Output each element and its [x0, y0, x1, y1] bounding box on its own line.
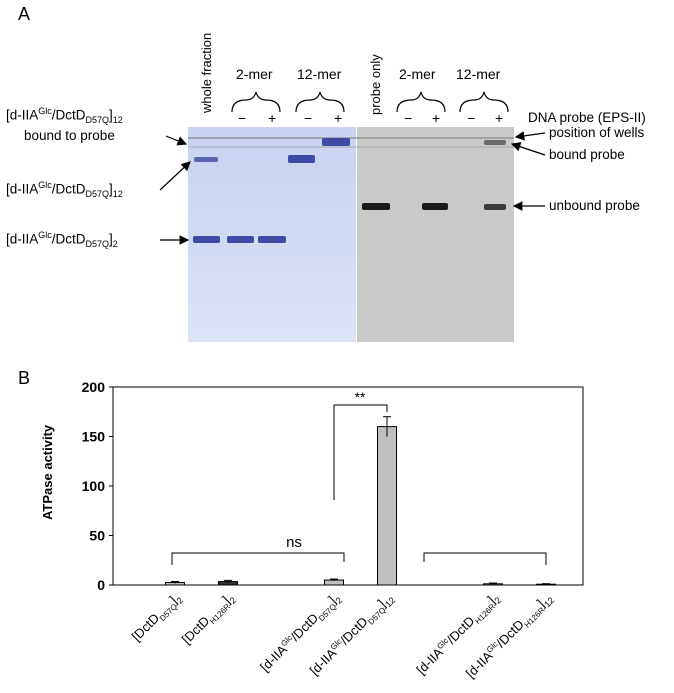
arrow-12mer — [159, 161, 191, 191]
bars — [165, 416, 556, 586]
label-bound12: [d-IIAGlc/DctDD57Q]12 — [6, 106, 123, 126]
chart-frame — [112, 386, 584, 586]
label-2mer: [d-IIAGlc/DctDD57Q]2 — [6, 230, 118, 250]
ns-label: ns — [286, 534, 302, 551]
band-whole-2mer — [193, 236, 220, 243]
y-tick-label: 50 — [89, 528, 105, 544]
lane-plus-3: + — [432, 110, 441, 126]
x-category-label: [d-IIAGlc/DctDH126R]2 — [413, 590, 503, 680]
arrow-bound12 — [165, 135, 188, 146]
panel-b-letter: B — [18, 368, 31, 388]
x-axis-labels: [DctDD57Q]2[DctDH126R]2 [d-IIAGlc/DctDD57… — [129, 590, 557, 683]
lane-minus-2: − — [304, 110, 313, 126]
brace-2mer-right — [396, 91, 446, 113]
emsa-gel — [357, 127, 514, 342]
lane-12mer-left: 12-mer — [297, 66, 342, 82]
plot-area — [112, 386, 584, 586]
band-12mer-bound — [484, 140, 506, 145]
band-2mer-plus — [258, 236, 286, 243]
brace-12mer-left — [295, 91, 345, 113]
gel-figure — [159, 91, 546, 342]
brace-12mer-right — [459, 91, 509, 113]
band-12mer-plus — [322, 138, 350, 146]
band-12mer-unbound — [484, 204, 506, 210]
panel-a-letter: A — [18, 4, 31, 24]
arrow-wells — [514, 131, 546, 141]
band-2mer-minus — [227, 236, 254, 243]
x-category-label: [DctDD57Q]2 — [129, 590, 186, 647]
y-tick-label: 100 — [82, 478, 106, 494]
y-axis-title: ATPase activity — [40, 424, 55, 520]
lane-plus-4: + — [495, 110, 504, 126]
lane-minus-1: − — [238, 110, 247, 126]
lane-plus-1: + — [268, 110, 277, 126]
x-category-label: [DctDH126R]2 — [179, 590, 238, 649]
label-bound-probe: bound probe — [549, 147, 625, 162]
dna-probe-label: DNA probe (EPS-II) — [528, 110, 646, 125]
lane-12mer-right: 12-mer — [456, 66, 501, 82]
band-12mer-minus — [288, 155, 315, 163]
lane-plus-2: + — [334, 110, 343, 126]
label-wells: position of wells — [549, 125, 645, 140]
lane-minus-4: − — [467, 110, 476, 126]
y-tick-label: 0 — [97, 577, 105, 593]
band-2mer-probe — [422, 203, 448, 210]
label-bound12-line2: bound to probe — [24, 128, 115, 143]
y-axis: 0 50 100 150 200 — [82, 379, 113, 593]
band-whole-12mer — [194, 157, 218, 162]
brace-2mer-left — [231, 91, 281, 113]
lane-2mer-right: 2-mer — [399, 66, 436, 82]
x-category-label: [d-IIAGlc/DctDD57Q]12 — [307, 590, 398, 681]
ns-bracket-right — [423, 552, 547, 565]
coomassie-gel — [188, 127, 356, 342]
lane-2mer-left: 2-mer — [236, 66, 273, 82]
y-tick-label: 150 — [82, 429, 106, 445]
annotations: ns ** — [171, 389, 547, 565]
sig-bracket — [333, 404, 388, 500]
bar — [377, 426, 397, 586]
arrow-bound-probe — [510, 142, 546, 156]
lane-minus-3: − — [404, 110, 413, 126]
label-12mer: [d-IIAGlc/DctDD57Q]12 — [6, 180, 123, 200]
x-category-label: [d-IIAGlc/DctDH126R]12 — [463, 590, 556, 683]
y-tick-label: 200 — [82, 379, 106, 395]
band-probe-only — [362, 203, 390, 210]
ns-bracket-left — [171, 552, 345, 565]
sig-label: ** — [355, 389, 366, 405]
label-unbound-probe: unbound probe — [549, 198, 640, 213]
